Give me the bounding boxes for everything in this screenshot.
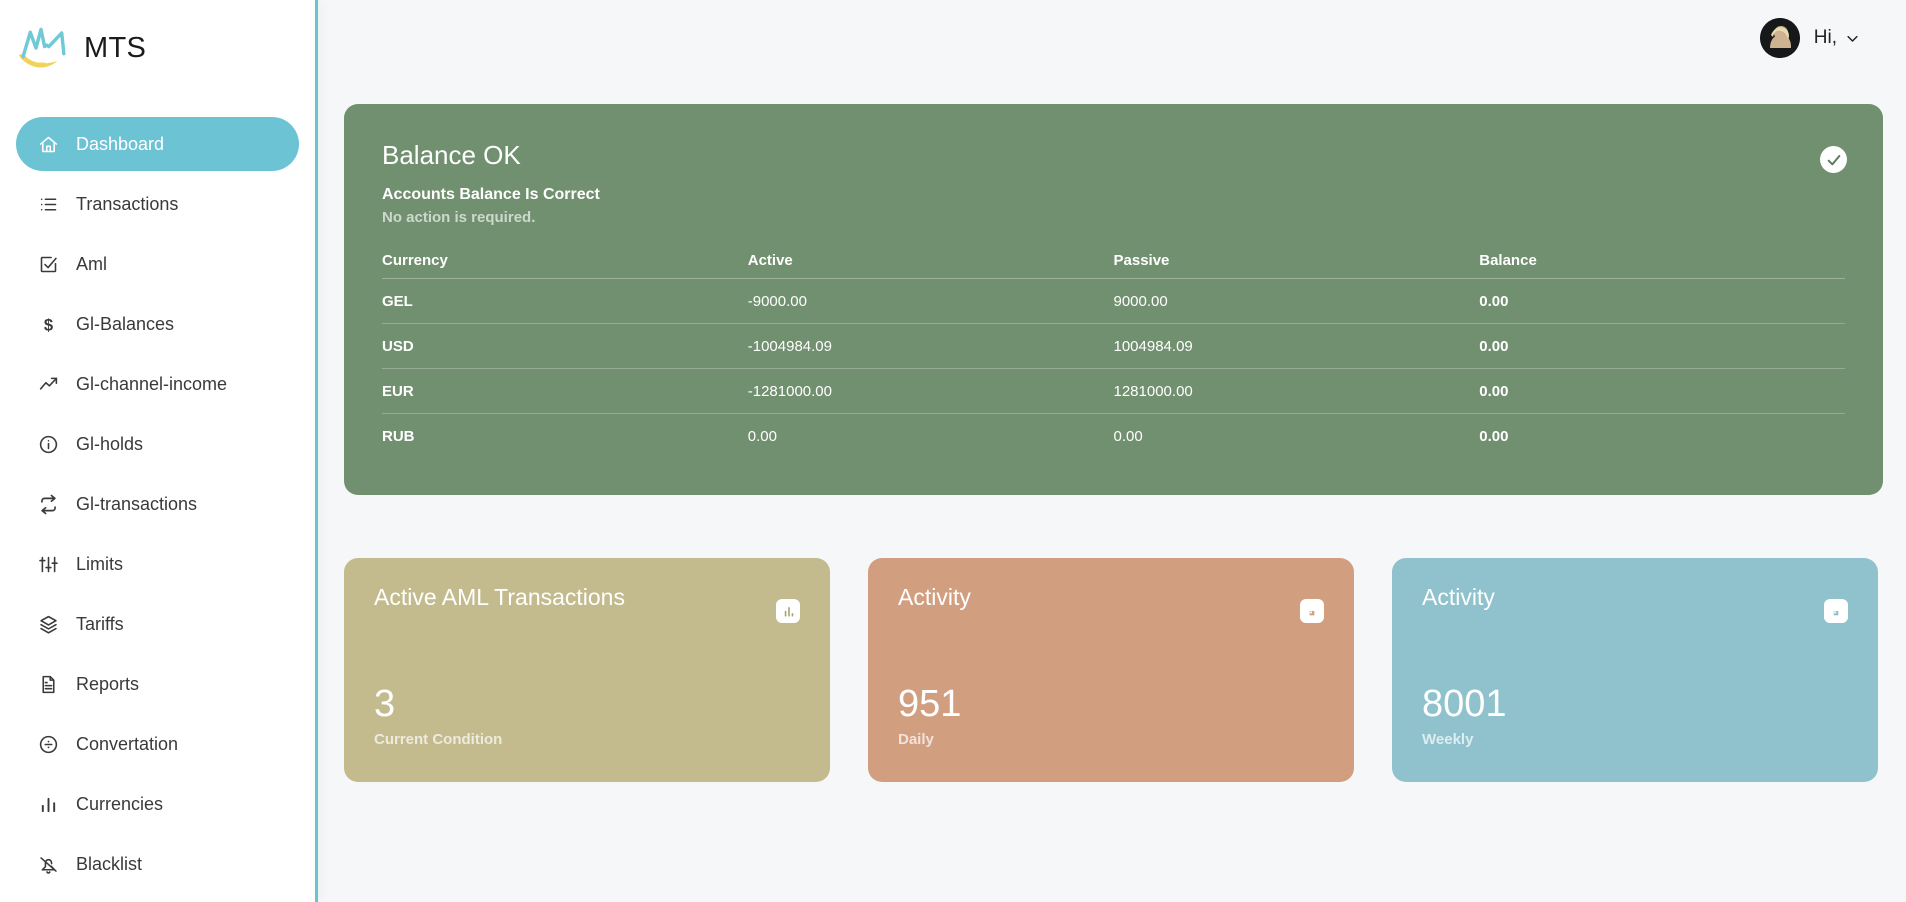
svg-text:$: $ <box>44 315 53 334</box>
